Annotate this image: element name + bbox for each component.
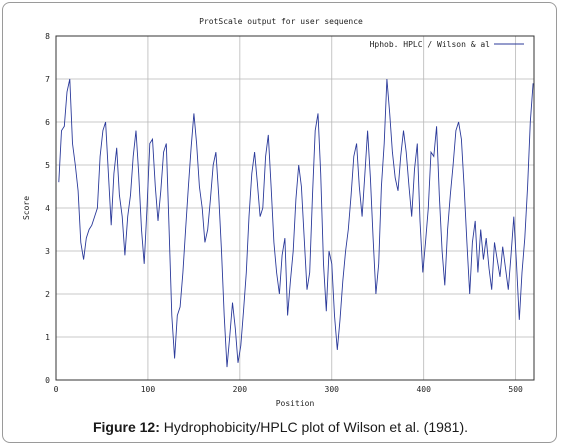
- y-tick-label: 2: [45, 290, 50, 299]
- figure-caption: Figure 12: Hydrophobicity/HPLC plot of W…: [0, 419, 561, 435]
- plot-area-border: [55, 35, 535, 381]
- x-axis-ticks: 0 100 200 300 400 500: [54, 385, 523, 394]
- grid-lines: [56, 36, 534, 380]
- x-tick-label: 500: [508, 385, 523, 394]
- x-tick-label: 100: [141, 385, 156, 394]
- x-tick-label: 0: [54, 385, 59, 394]
- x-tick-label: 200: [233, 385, 248, 394]
- legend-label: Hphob. HPLC / Wilson & al: [370, 40, 491, 49]
- y-axis-label: Score: [22, 196, 31, 220]
- y-tick-label: 1: [45, 333, 50, 342]
- y-tick-label: 3: [45, 247, 50, 256]
- y-axis-ticks: 0 1 2 3 4 5 6 7 8: [45, 32, 50, 385]
- caption-label: Figure 12:: [92, 419, 160, 435]
- y-tick-label: 0: [45, 376, 50, 385]
- series-line-hphob-hplc: [58, 78, 534, 368]
- figure-frame: [2, 2, 557, 443]
- y-tick-label: 5: [45, 161, 50, 170]
- x-tick-label: 300: [325, 385, 340, 394]
- legend: Hphob. HPLC / Wilson & al: [370, 40, 524, 49]
- x-tick-label: 400: [416, 385, 431, 394]
- y-tick-label: 4: [45, 204, 50, 213]
- y-tick-label: 8: [45, 32, 50, 41]
- y-tick-label: 6: [45, 118, 50, 127]
- x-axis-label: Position: [276, 399, 315, 408]
- y-tick-label: 7: [45, 75, 50, 84]
- chart-title: ProtScale output for user sequence: [199, 17, 363, 26]
- caption-text: Hydrophobicity/HPLC plot of Wilson et al…: [159, 419, 469, 435]
